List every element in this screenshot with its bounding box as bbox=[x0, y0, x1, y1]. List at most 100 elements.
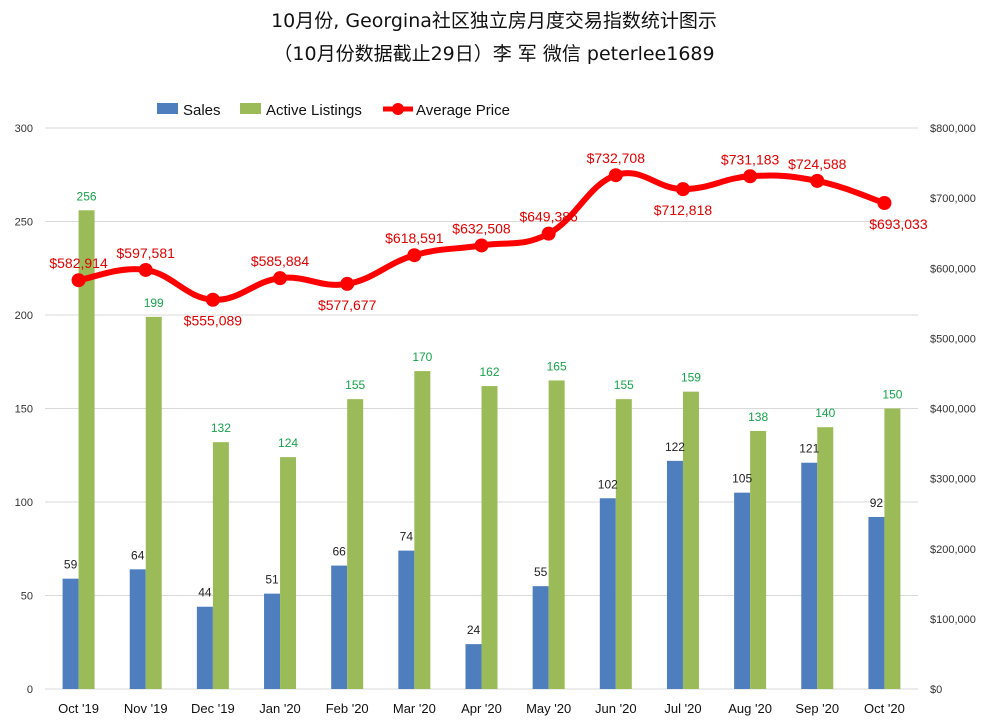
active-listings-data-label: 124 bbox=[278, 436, 298, 450]
active-listings-bar bbox=[817, 427, 834, 689]
average-price-data-label: $649,386 bbox=[519, 209, 578, 225]
active-listings-data-label: 170 bbox=[412, 350, 432, 364]
average-price-marker bbox=[675, 182, 690, 197]
x-axis-tick-label: Sep '20 bbox=[795, 701, 839, 716]
left-axis-tick-label: 200 bbox=[15, 310, 33, 322]
active-listings-bar bbox=[414, 371, 431, 689]
average-price-marker bbox=[474, 238, 489, 253]
sales-data-label: 105 bbox=[732, 472, 752, 486]
sales-data-label: 122 bbox=[665, 440, 685, 454]
active-listings-data-label: 256 bbox=[77, 189, 97, 203]
left-axis-tick-label: 300 bbox=[15, 123, 33, 135]
average-price-marker bbox=[608, 168, 623, 183]
active-listings-bar bbox=[145, 316, 162, 689]
active-listings-data-label: 155 bbox=[614, 378, 634, 392]
x-axis-tick-label: Aug '20 bbox=[728, 701, 772, 716]
active-listings-bar bbox=[682, 391, 699, 689]
active-listings-bar bbox=[78, 210, 95, 689]
legend-swatch-sales bbox=[157, 103, 178, 114]
average-price-marker bbox=[541, 226, 556, 241]
x-axis-tick-label: Jul '20 bbox=[664, 701, 701, 716]
active-listings-bar bbox=[347, 399, 364, 689]
active-listings-data-label: 155 bbox=[345, 378, 365, 392]
right-axis-tick-label: $400,000 bbox=[930, 404, 976, 416]
legend-label-sales: Sales bbox=[183, 102, 221, 119]
right-axis-tick-label: $500,000 bbox=[930, 333, 976, 345]
average-price-data-label: $555,089 bbox=[184, 313, 243, 329]
average-price-marker bbox=[877, 196, 892, 211]
right-y-axis: $0 $100,000 $200,000 $300,000 $400,000 $500,0… bbox=[930, 123, 976, 696]
active-listings-data-label: 150 bbox=[882, 388, 902, 402]
average-price-data-label: $724,588 bbox=[788, 156, 847, 172]
sales-bar bbox=[801, 462, 818, 689]
active-listings-data-label: 159 bbox=[681, 371, 701, 385]
x-axis-tick-label: Oct '19 bbox=[58, 701, 99, 716]
right-axis-tick-label: $800,000 bbox=[930, 123, 976, 135]
active-listings-bar bbox=[212, 442, 229, 689]
average-price-marker bbox=[71, 273, 86, 288]
sales-bar bbox=[734, 492, 751, 689]
sales-bar bbox=[465, 644, 482, 689]
average-price-data-label: $693,033 bbox=[869, 216, 928, 232]
average-price-marker bbox=[273, 271, 288, 286]
average-price-data-label: $577,677 bbox=[318, 297, 377, 313]
active-listings-data-label: 140 bbox=[815, 406, 835, 420]
average-price-marker bbox=[810, 173, 825, 188]
legend-swatch-active-listings bbox=[240, 103, 261, 114]
average-price-data-label: $597,581 bbox=[117, 245, 176, 261]
x-axis-tick-label: Feb '20 bbox=[326, 701, 369, 716]
average-price-marker bbox=[340, 276, 355, 291]
sales-bar bbox=[868, 516, 885, 689]
average-price-data-label: $732,708 bbox=[587, 150, 646, 166]
sales-bar bbox=[129, 569, 146, 689]
x-axis-tick-label: Mar '20 bbox=[393, 701, 436, 716]
x-axis-tick-label: Jun '20 bbox=[595, 701, 637, 716]
x-axis: Oct '19 Nov '19 Dec '19 Jan '20 Feb '20 Mar '… bbox=[58, 701, 905, 716]
average-price-data-label: $618,591 bbox=[385, 230, 444, 246]
active-listings-bar bbox=[280, 457, 297, 689]
active-listings-bar bbox=[750, 430, 767, 689]
sales-bar bbox=[196, 606, 213, 689]
legend-label-average-price: Average Price bbox=[416, 102, 510, 119]
sales-data-label: 44 bbox=[198, 586, 212, 600]
left-axis-tick-label: 150 bbox=[15, 404, 33, 416]
active-listings-data-label: 132 bbox=[211, 421, 231, 435]
price-line-series: $582,914 $597,581 $555,089 $585,884 $577,677… bbox=[49, 150, 927, 329]
sales-data-label: 24 bbox=[467, 623, 481, 637]
sales-bar bbox=[666, 460, 683, 689]
active-listings-bar bbox=[615, 399, 632, 689]
left-axis-tick-label: 50 bbox=[21, 591, 33, 603]
active-listings-data-label: 165 bbox=[547, 359, 567, 373]
sales-bar bbox=[62, 578, 79, 689]
active-listings-data-label: 138 bbox=[748, 410, 768, 424]
sales-data-label: 55 bbox=[534, 565, 548, 579]
right-axis-tick-label: $700,000 bbox=[930, 193, 976, 205]
sales-data-label: 59 bbox=[64, 558, 78, 572]
active-listings-data-label: 199 bbox=[144, 296, 164, 310]
x-axis-tick-label: Dec '19 bbox=[191, 701, 235, 716]
average-price-data-label: $632,508 bbox=[452, 220, 511, 236]
average-price-marker bbox=[743, 169, 758, 184]
active-listings-bar bbox=[884, 408, 901, 689]
average-price-data-label: $585,884 bbox=[251, 253, 310, 269]
average-price-data-label: $582,914 bbox=[49, 255, 108, 271]
x-axis-tick-label: Apr '20 bbox=[461, 701, 502, 716]
bar-series: 59 256 64 199 44 132 51 124 66 155 74 170 24 162 55 165… bbox=[62, 189, 903, 689]
left-axis-tick-label: 100 bbox=[15, 497, 33, 509]
legend-marker-average-price bbox=[392, 103, 404, 115]
active-listings-data-label: 162 bbox=[479, 365, 499, 379]
right-axis-tick-label: $100,000 bbox=[930, 614, 976, 626]
active-listings-bar bbox=[481, 386, 498, 689]
average-price-data-label: $731,183 bbox=[721, 151, 780, 167]
legend-label-active-listings: Active Listings bbox=[266, 102, 362, 119]
sales-bar bbox=[532, 586, 549, 689]
average-price-marker bbox=[205, 292, 220, 307]
x-axis-tick-label: May '20 bbox=[526, 701, 571, 716]
x-axis-tick-label: Jan '20 bbox=[259, 701, 301, 716]
sales-data-label: 102 bbox=[598, 477, 618, 491]
chart-title-line2: （10月份数据截止29日）李 军 微信 peterlee1689 bbox=[273, 43, 714, 65]
x-axis-tick-label: Oct '20 bbox=[864, 701, 905, 716]
right-axis-tick-label: $600,000 bbox=[930, 263, 976, 275]
